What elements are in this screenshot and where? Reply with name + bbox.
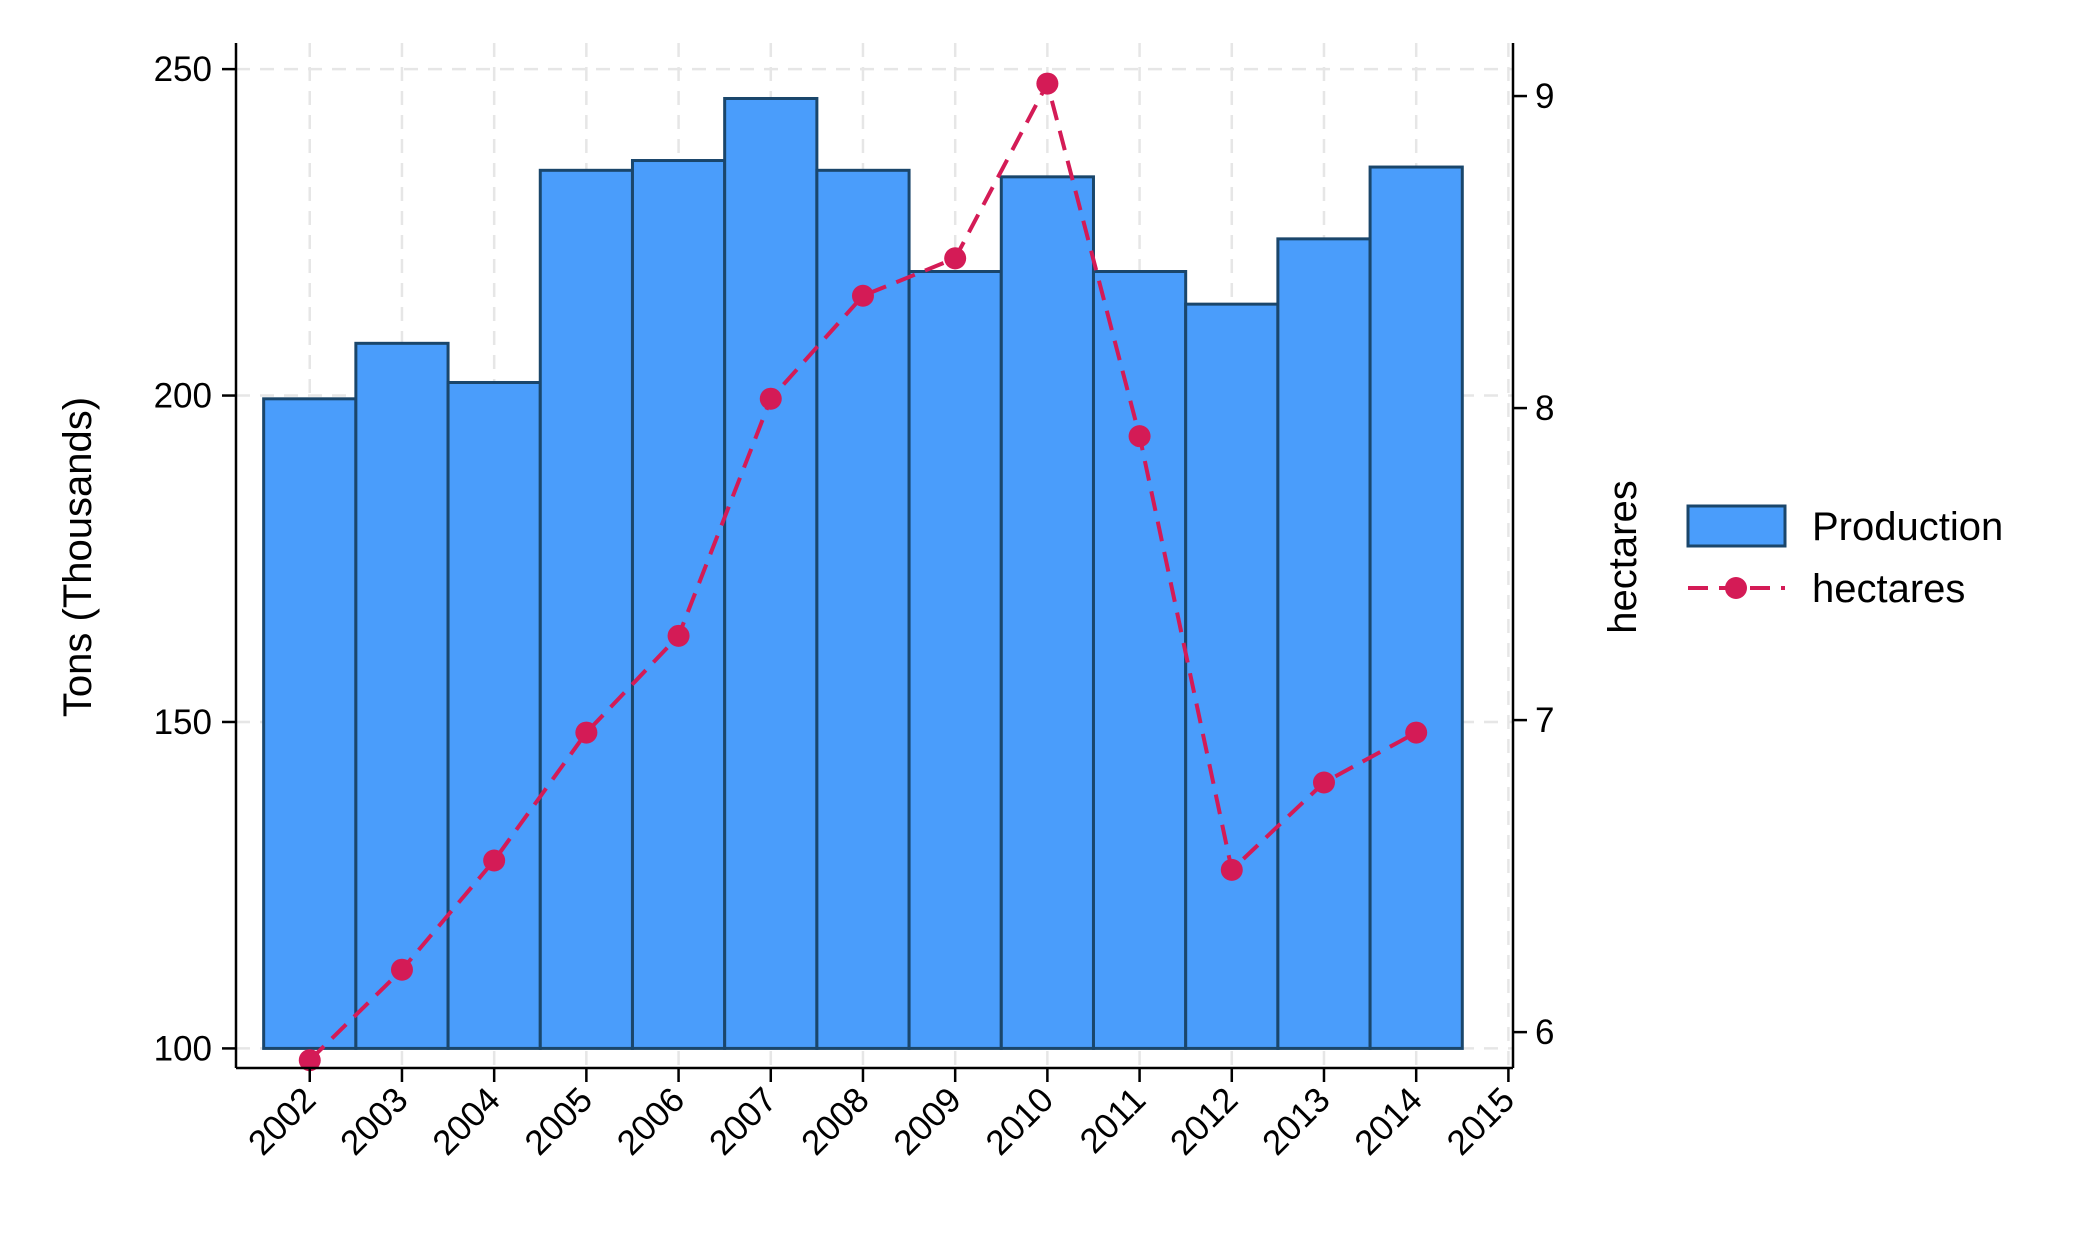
bar-production (1091, 270, 1188, 1050)
hectares-point (1128, 425, 1151, 448)
y-tick-label: 100 (154, 1029, 212, 1068)
x-tick-label: 2008 (794, 1080, 877, 1163)
hectares-point (390, 958, 413, 981)
x-tick-label: 2003 (333, 1080, 416, 1163)
bar-production (815, 168, 911, 1050)
hectares-point (851, 284, 874, 307)
production-bars (262, 96, 1464, 1050)
bar-production (354, 341, 450, 1050)
x-tick-label: 2005 (517, 1080, 600, 1163)
x-tick-label: 2011 (1072, 1080, 1153, 1161)
y-tick-label: 250 (154, 50, 212, 89)
hectares-point (944, 247, 967, 270)
x-tick-label: 2002 (241, 1080, 324, 1163)
hectares-line-series (298, 72, 1428, 1072)
bar-production (446, 380, 542, 1050)
y2-tick-label: 6 (1535, 1013, 1554, 1052)
bar-production (1184, 302, 1280, 1050)
hectares-point (483, 849, 506, 872)
legend-label-production: Production (1812, 505, 2003, 549)
hectares-point (667, 624, 690, 647)
bar-production (538, 168, 634, 1050)
hectares-point (298, 1049, 321, 1072)
y-tick-label: 200 (154, 377, 212, 416)
hectares-point (759, 387, 782, 410)
hectares-point (575, 721, 598, 744)
bar-production (630, 159, 727, 1050)
hectares-point (1036, 72, 1059, 95)
bar-production (723, 96, 819, 1050)
y2-tick-label: 7 (1535, 701, 1554, 740)
bar-production (999, 175, 1095, 1050)
hectares-point (1220, 858, 1243, 881)
bar-production (1368, 165, 1464, 1050)
legend-swatch-hectares-marker (1725, 577, 1747, 599)
bar-production (262, 397, 358, 1050)
y2-axis-title: hectares (1601, 480, 1645, 633)
y2-tick-label: 8 (1535, 389, 1554, 428)
x-tick-label: 2010 (978, 1080, 1061, 1163)
x-tick-label: 2013 (1255, 1080, 1338, 1163)
bar-production (907, 270, 1003, 1050)
hectares-point (1312, 771, 1335, 794)
y2-tick-label: 9 (1535, 77, 1554, 116)
x-tick-label: 2012 (1163, 1080, 1246, 1163)
x-tick-label: 2006 (610, 1080, 693, 1163)
y-tick-label: 150 (154, 703, 212, 742)
x-tick-label: 2007 (702, 1080, 785, 1163)
hectares-point (1405, 721, 1428, 744)
x-tick-label: 2014 (1347, 1080, 1430, 1163)
legend-label-hectares: hectares (1812, 567, 1965, 611)
x-tick-label: 2004 (425, 1080, 508, 1163)
legend-swatch-production (1686, 504, 1787, 548)
x-tick-label: 2009 (886, 1080, 969, 1163)
bar-production (1276, 237, 1372, 1050)
x-tick-label: 2015 (1439, 1080, 1522, 1163)
legend: Production hectares (1686, 504, 2003, 611)
y-axis-title: Tons (Thousands) (56, 397, 100, 717)
